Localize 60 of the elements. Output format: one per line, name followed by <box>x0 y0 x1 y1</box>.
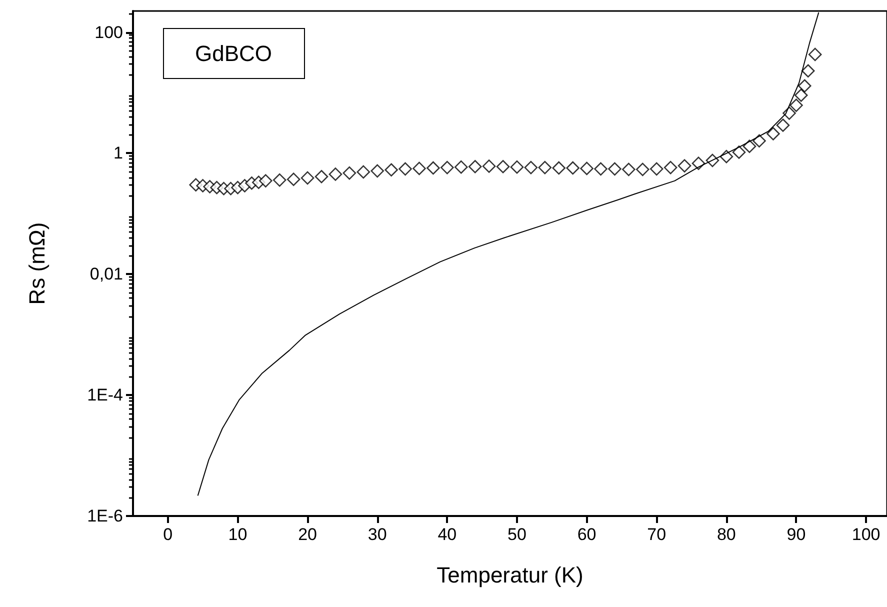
point <box>650 162 664 176</box>
point <box>776 118 790 132</box>
y-tick-label: 1 <box>114 144 123 163</box>
point <box>398 162 412 176</box>
x-tick-label: 0 <box>163 525 173 544</box>
point <box>566 161 580 175</box>
point <box>664 160 678 174</box>
point <box>790 98 803 112</box>
point <box>538 160 552 174</box>
point <box>808 48 822 62</box>
x-tick-label: 60 <box>577 525 596 544</box>
point <box>370 164 384 178</box>
y-axis-title: Rs (mΩ) <box>24 222 50 305</box>
point <box>328 168 342 181</box>
point <box>272 173 286 187</box>
point <box>342 166 356 180</box>
x-tick-label: 20 <box>298 525 317 544</box>
point <box>678 159 692 172</box>
x-tick-label: 100 <box>852 525 880 544</box>
point <box>524 160 538 174</box>
x-tick-label: 30 <box>368 525 387 544</box>
point <box>801 64 815 78</box>
point <box>496 160 510 174</box>
x-tick-label: 70 <box>647 525 666 544</box>
point <box>742 140 756 153</box>
point <box>622 162 636 176</box>
annotation: GdBCO <box>194 41 272 66</box>
x-tick-label: 10 <box>228 525 248 544</box>
point <box>552 161 566 175</box>
point <box>636 162 650 176</box>
point <box>482 160 496 173</box>
y-tick-label: 100 <box>94 22 123 42</box>
y-tick-label: 1E-4 <box>87 386 123 405</box>
point <box>732 146 746 159</box>
point <box>426 161 440 175</box>
x-tick-label: 40 <box>438 525 457 544</box>
point <box>798 79 812 93</box>
y-tick-label: 1E-6 <box>87 506 123 526</box>
point <box>580 162 594 176</box>
point <box>259 174 272 188</box>
point <box>314 170 328 184</box>
x-tick-label: 90 <box>786 525 806 544</box>
point <box>752 134 766 148</box>
point <box>468 160 482 174</box>
point <box>454 160 468 174</box>
x-tick-label: 80 <box>716 525 736 544</box>
point <box>286 172 300 186</box>
x-tick-label: 50 <box>508 525 526 544</box>
point <box>510 160 524 174</box>
point <box>300 171 314 185</box>
point <box>766 127 780 140</box>
point <box>794 88 808 102</box>
point <box>608 162 622 176</box>
point <box>440 160 454 174</box>
point <box>356 165 370 179</box>
point <box>594 162 608 176</box>
x-axis-title: Temperatur (K) <box>436 562 584 588</box>
point <box>384 163 398 177</box>
point <box>412 162 426 176</box>
y-tick-label: 0,01 <box>90 264 123 284</box>
